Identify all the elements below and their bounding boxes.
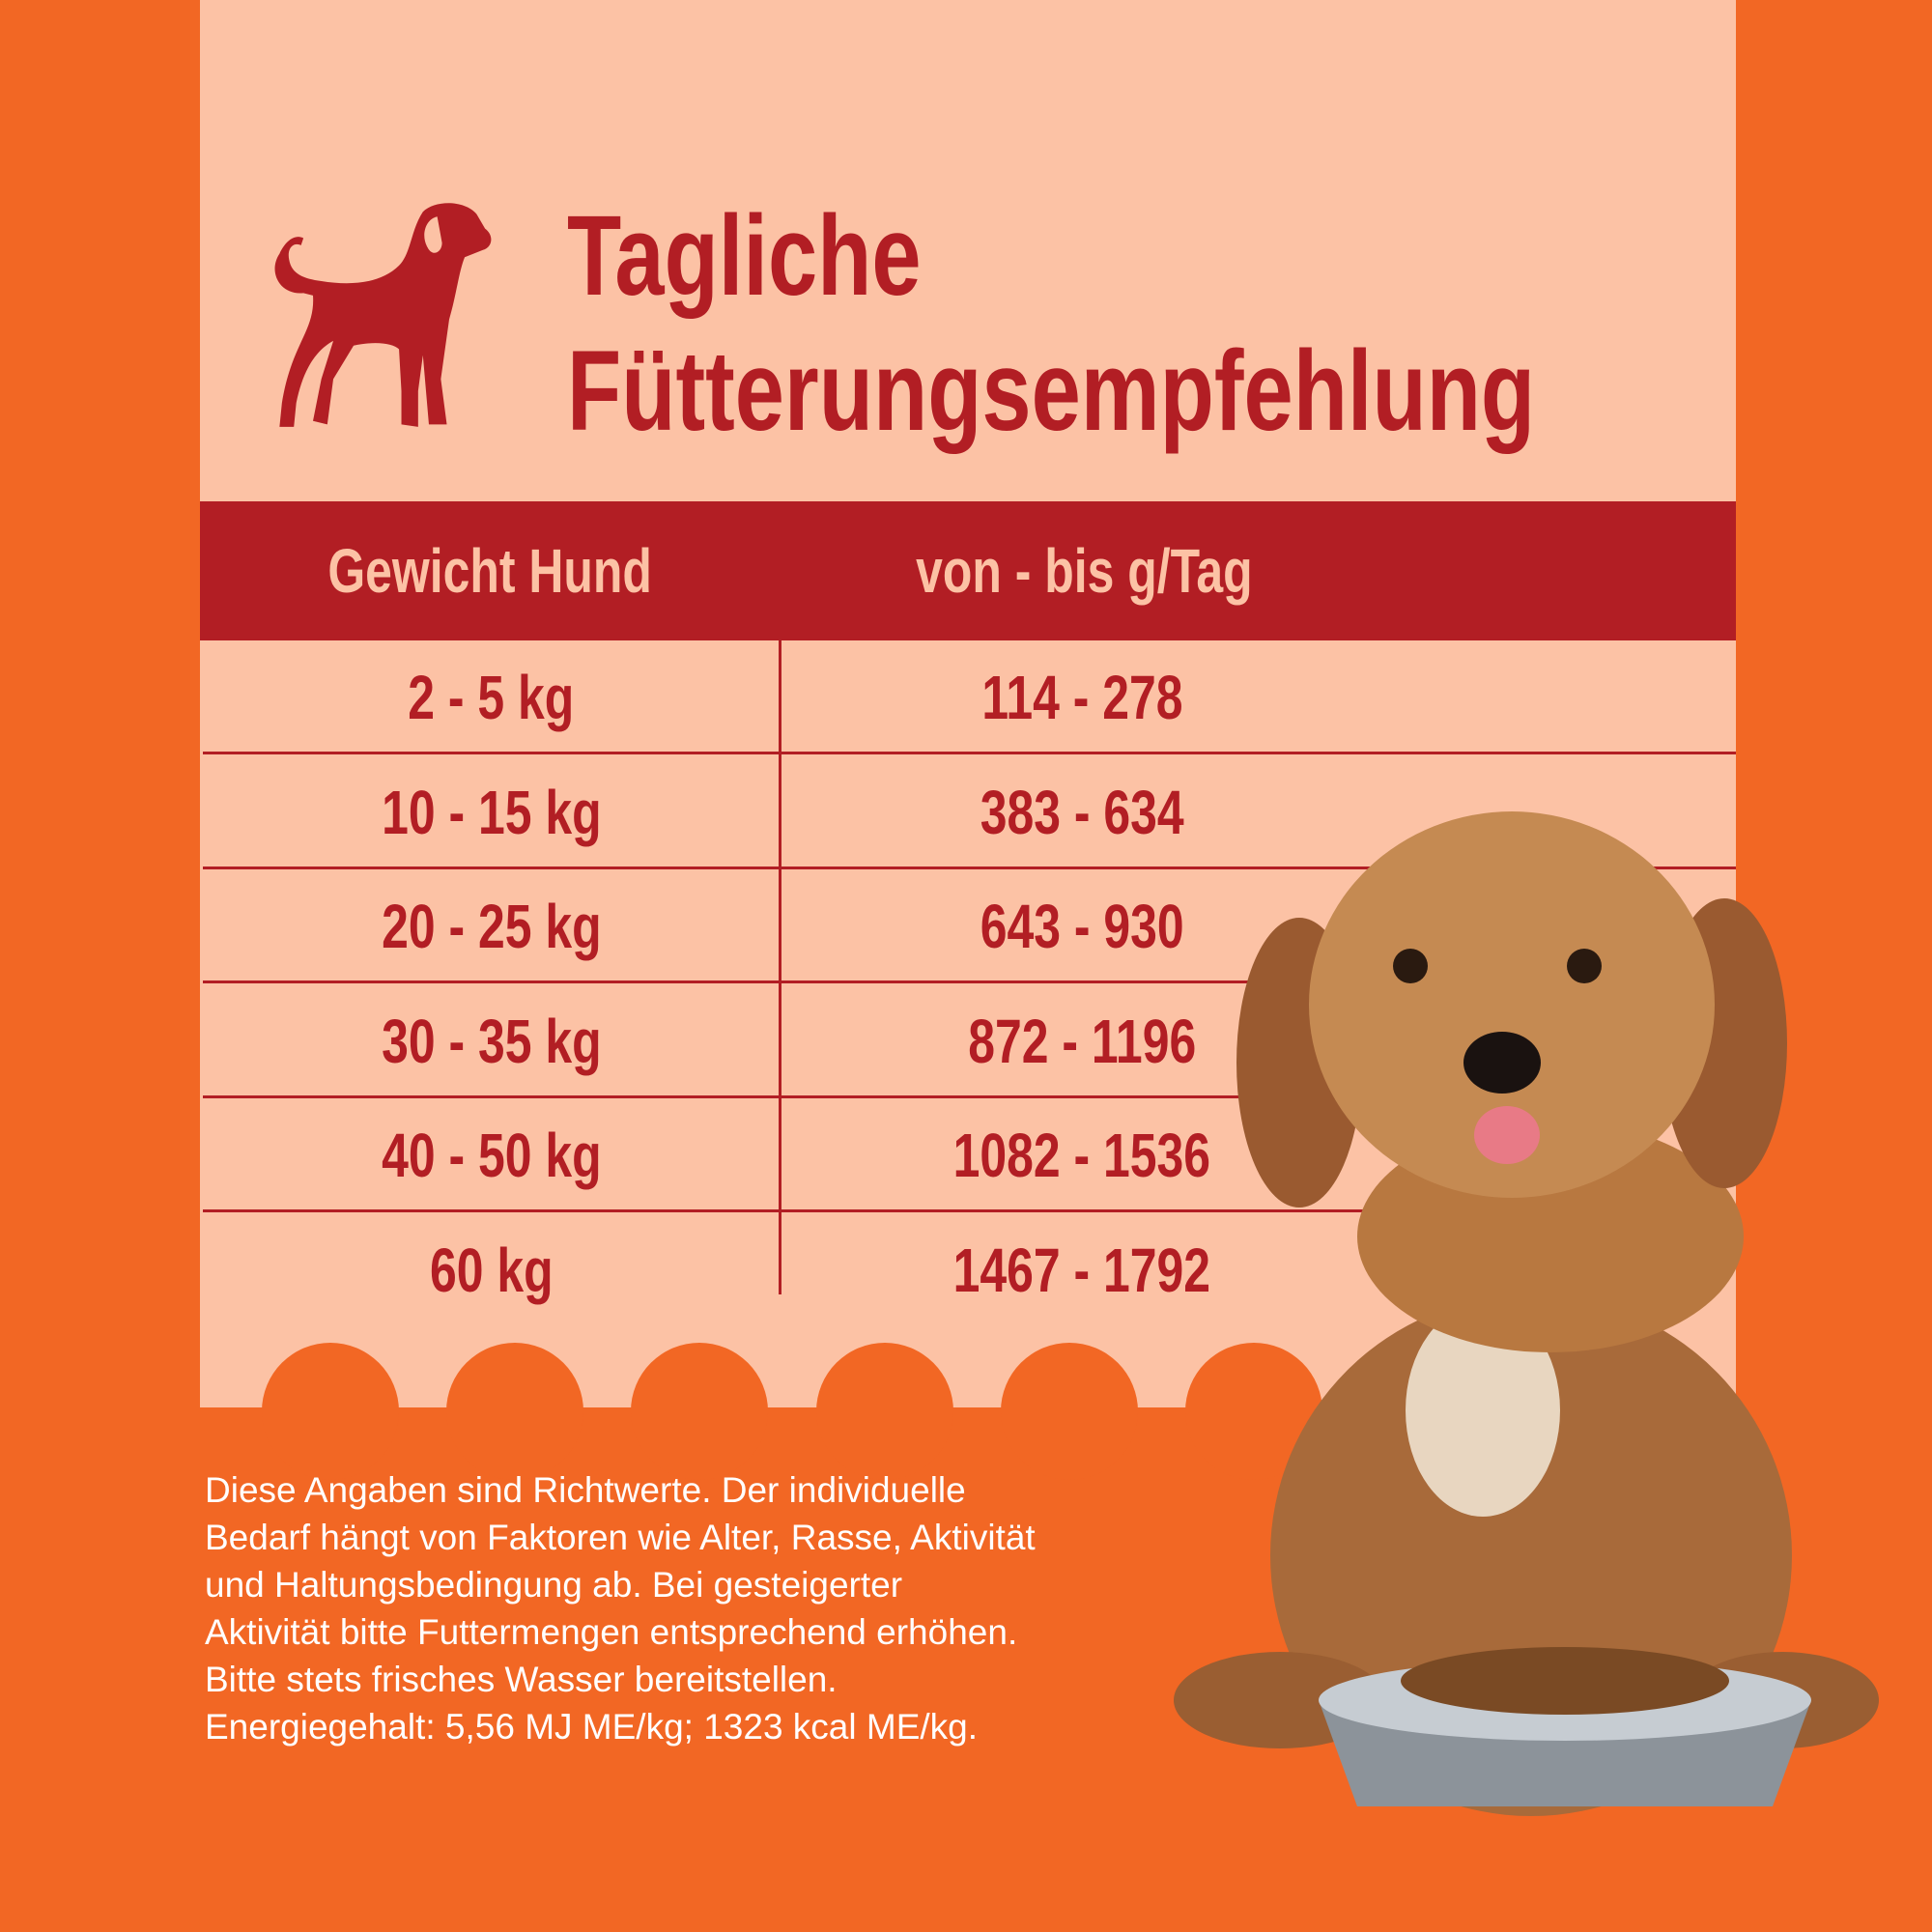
table-row: 40 - 50 kg 1082 - 1536 (203, 1098, 1736, 1212)
column-divider (779, 640, 781, 1294)
scallop-decoration (816, 1343, 953, 1480)
scallop-decoration (262, 1343, 399, 1480)
note-line: Energiegehalt: 5,56 MJ ME/kg; 1323 kcal … (205, 1707, 979, 1747)
amount-cell: 872 - 1196 (968, 1006, 1196, 1076)
table-row: 10 - 15 kg 383 - 634 (203, 755, 1736, 869)
note-line: Diese Angaben sind Richtwerte. Der indiv… (205, 1470, 966, 1510)
scallop-decoration (446, 1343, 583, 1480)
note-line: Bedarf hängt von Faktoren wie Alter, Ras… (205, 1518, 1036, 1557)
table-row: 60 kg 1467 - 1792 (203, 1213, 1736, 1327)
scallop-decoration (1001, 1343, 1138, 1480)
weight-cell: 10 - 15 kg (381, 777, 602, 847)
weight-cell: 20 - 25 kg (381, 892, 602, 961)
page-title: Tagliche Fütterungsempfehlung (567, 188, 1808, 459)
dog-silhouette-icon (274, 203, 492, 427)
weight-cell: 60 kg (429, 1235, 554, 1305)
table-header: Gewicht Hund von - bis g/Tag (200, 501, 1736, 640)
note-line: Aktivität bitte Futtermengen entsprechen… (205, 1612, 1018, 1652)
amount-cell: 1467 - 1792 (952, 1235, 1211, 1305)
feeding-note: Diese Angaben sind Richtwerte. Der indiv… (205, 1466, 1036, 1750)
title-line-1: Tagliche (567, 192, 922, 320)
table-row: 30 - 35 kg 872 - 1196 (203, 984, 1736, 1098)
table-row: 2 - 5 kg 114 - 278 (203, 640, 1736, 754)
weight-cell: 2 - 5 kg (408, 663, 575, 732)
note-line: Bitte stets frisches Wasser bereitstelle… (205, 1660, 838, 1699)
note-line: und Haltungsbedingung ab. Bei gesteigert… (205, 1565, 903, 1605)
weight-cell: 40 - 50 kg (381, 1121, 602, 1190)
column-header-weight: Gewicht Hund (327, 536, 652, 606)
amount-cell: 383 - 634 (980, 777, 1184, 847)
weight-cell: 30 - 35 kg (381, 1006, 602, 1076)
table-row: 20 - 25 kg 643 - 930 (203, 869, 1736, 983)
amount-cell: 1082 - 1536 (952, 1121, 1211, 1190)
amount-cell: 114 - 278 (980, 663, 1183, 732)
title-line-2: Fütterungsempfehlung (567, 327, 1536, 455)
column-header-amount: von - bis g/Tag (915, 536, 1253, 606)
scallop-decoration (631, 1343, 768, 1480)
amount-cell: 643 - 930 (980, 892, 1184, 961)
dog-photo (1174, 811, 1879, 1816)
